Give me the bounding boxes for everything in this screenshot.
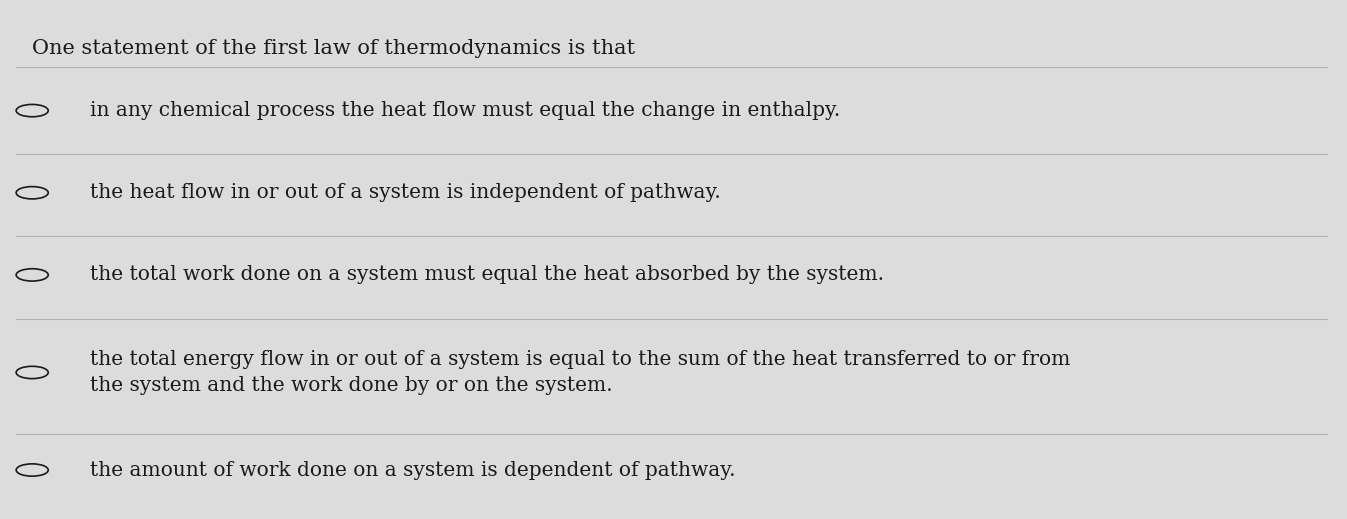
Text: the total work done on a system must equal the heat absorbed by the system.: the total work done on a system must equ…: [90, 265, 884, 284]
Text: the amount of work done on a system is dependent of pathway.: the amount of work done on a system is d…: [90, 460, 735, 480]
Text: the heat flow in or out of a system is independent of pathway.: the heat flow in or out of a system is i…: [90, 183, 721, 202]
Text: the total energy flow in or out of a system is equal to the sum of the heat tran: the total energy flow in or out of a sys…: [90, 350, 1070, 395]
Text: in any chemical process the heat flow must equal the change in enthalpy.: in any chemical process the heat flow mu…: [90, 101, 841, 120]
Text: One statement of the first law of thermodynamics is that: One statement of the first law of thermo…: [32, 39, 636, 58]
